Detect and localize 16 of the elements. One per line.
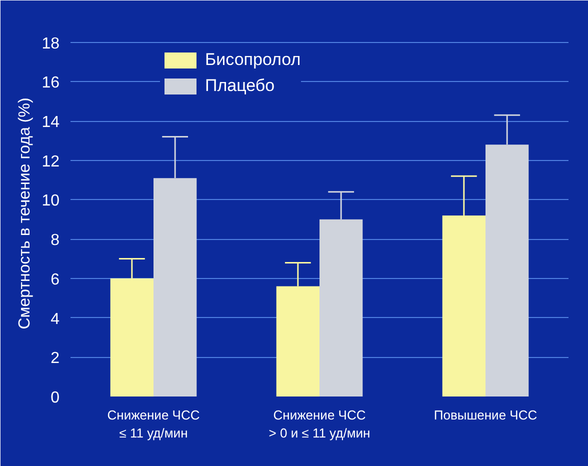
y-tick-label: 6 <box>50 271 60 288</box>
y-tick-label: 10 <box>42 192 60 210</box>
x-tick-label: Повышение ЧСС <box>434 408 538 422</box>
y-tick-label: 16 <box>42 74 60 92</box>
y-tick-label: 14 <box>42 114 60 132</box>
y-tick-label: 0 <box>50 390 60 406</box>
y-tick-label: 8 <box>50 232 60 250</box>
x-tick-label: Снижение ЧСС > 0 и ≤ 11 уд/мин <box>268 408 370 440</box>
y-axis-title: Смертность в течение года (%) <box>16 98 34 330</box>
x-tick-label: Снижение ЧСС ≤ 11 уд/мин <box>107 408 200 440</box>
legend-label: Плацебо <box>205 76 275 96</box>
y-tick-label: 2 <box>50 350 60 368</box>
legend-label: Бисопролол <box>205 50 301 70</box>
y-tick-label: 12 <box>42 153 60 170</box>
y-tick-label: 4 <box>50 310 60 328</box>
y-tick-label: 18 <box>42 35 60 52</box>
